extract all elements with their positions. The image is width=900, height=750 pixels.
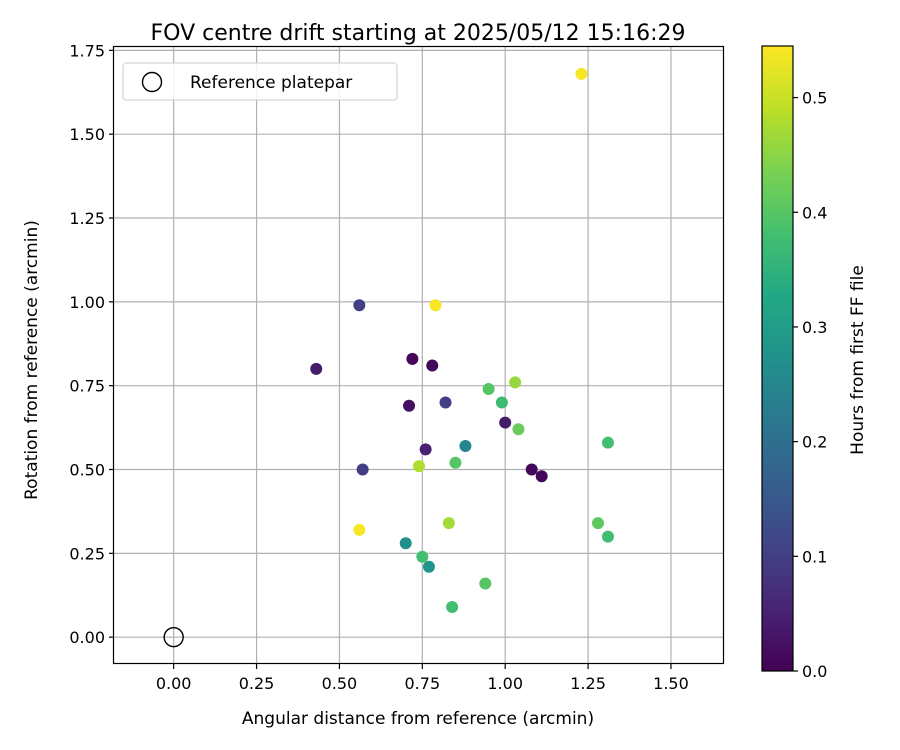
- data-point: [535, 470, 548, 483]
- data-point: [459, 440, 472, 453]
- y-tick-label: 1.75: [69, 41, 105, 60]
- y-tick-label: 0.25: [69, 544, 105, 563]
- data-point: [310, 362, 323, 375]
- data-point: [575, 67, 588, 80]
- data-point: [439, 396, 452, 409]
- data-point: [356, 463, 369, 476]
- y-tick-label: 1.00: [69, 293, 105, 312]
- colorbar-tick-label: 0.4: [802, 203, 827, 222]
- data-point: [509, 376, 522, 389]
- data-point: [601, 436, 614, 449]
- y-tick-label: 0.75: [69, 377, 105, 396]
- colorbar-tick-label: 0.0: [802, 662, 827, 681]
- data-point: [406, 352, 419, 365]
- y-tick-label: 1.50: [69, 125, 105, 144]
- data-point: [442, 517, 455, 530]
- legend-reference-marker-icon: [141, 71, 163, 93]
- chart-title: FOV centre drift starting at 2025/05/12 …: [151, 21, 686, 46]
- legend-label: Reference platepar: [190, 73, 352, 93]
- y-tick-label: 0.00: [69, 628, 105, 647]
- grid-lines: [114, 47, 724, 664]
- y-axis-label: Rotation from reference (arcmin): [22, 220, 42, 500]
- data-point: [495, 396, 508, 409]
- colorbar-gradient: [761, 45, 794, 672]
- data-point: [419, 443, 432, 456]
- x-tick-label: 0.75: [405, 674, 441, 693]
- data-point: [353, 299, 366, 312]
- data-point: [403, 399, 416, 412]
- data-point: [499, 416, 512, 429]
- legend-box: [122, 62, 398, 101]
- plot-frame: [112, 45, 725, 665]
- data-point: [399, 537, 412, 550]
- x-axis-ticks: 0.00 0.25 0.50 0.75 1.00 1.25 1.50: [156, 664, 689, 693]
- y-tick-label: 1.25: [69, 209, 105, 228]
- data-point: [416, 550, 429, 563]
- colorbar-tick-label: 0.1: [802, 547, 827, 566]
- data-points: [310, 67, 614, 613]
- x-axis-label: Angular distance from reference (arcmin): [242, 709, 594, 729]
- data-point: [422, 560, 435, 573]
- data-point: [512, 423, 525, 436]
- data-point: [525, 463, 538, 476]
- colorbar-tick-label: 0.3: [802, 318, 827, 337]
- colorbar-label: Hours from first FF file: [848, 265, 868, 455]
- x-tick-label: 0.00: [156, 674, 192, 693]
- x-tick-label: 0.25: [239, 674, 275, 693]
- data-point: [353, 523, 366, 536]
- data-point: [479, 577, 492, 590]
- colorbar-tick-label: 0.5: [802, 89, 827, 108]
- colorbar-ticks: 0.0 0.1 0.2 0.3 0.4 0.5: [793, 89, 827, 681]
- colorbar: 0.0 0.1 0.2 0.3 0.4 0.5 Hours from first FF f…: [761, 45, 868, 681]
- colorbar-tick-label: 0.2: [802, 433, 827, 452]
- y-tick-label: 0.50: [69, 461, 105, 480]
- data-point: [601, 530, 614, 543]
- x-tick-label: 0.50: [322, 674, 358, 693]
- data-point: [449, 456, 462, 469]
- data-point: [426, 359, 439, 372]
- reference-point-marker: [163, 626, 184, 648]
- reference-marker: [163, 626, 184, 648]
- data-point: [429, 299, 442, 312]
- x-tick-label: 1.25: [570, 674, 606, 693]
- y-axis-ticks: 0.00 0.25 0.50 0.75 1.00 1.25 1.50 1.75: [69, 41, 114, 647]
- legend: Reference platepar: [122, 62, 398, 101]
- x-tick-label: 1.00: [487, 674, 523, 693]
- data-point: [446, 600, 459, 613]
- data-point: [592, 517, 605, 530]
- data-point: [413, 460, 425, 473]
- data-point: [482, 383, 495, 396]
- x-tick-label: 1.50: [653, 674, 689, 693]
